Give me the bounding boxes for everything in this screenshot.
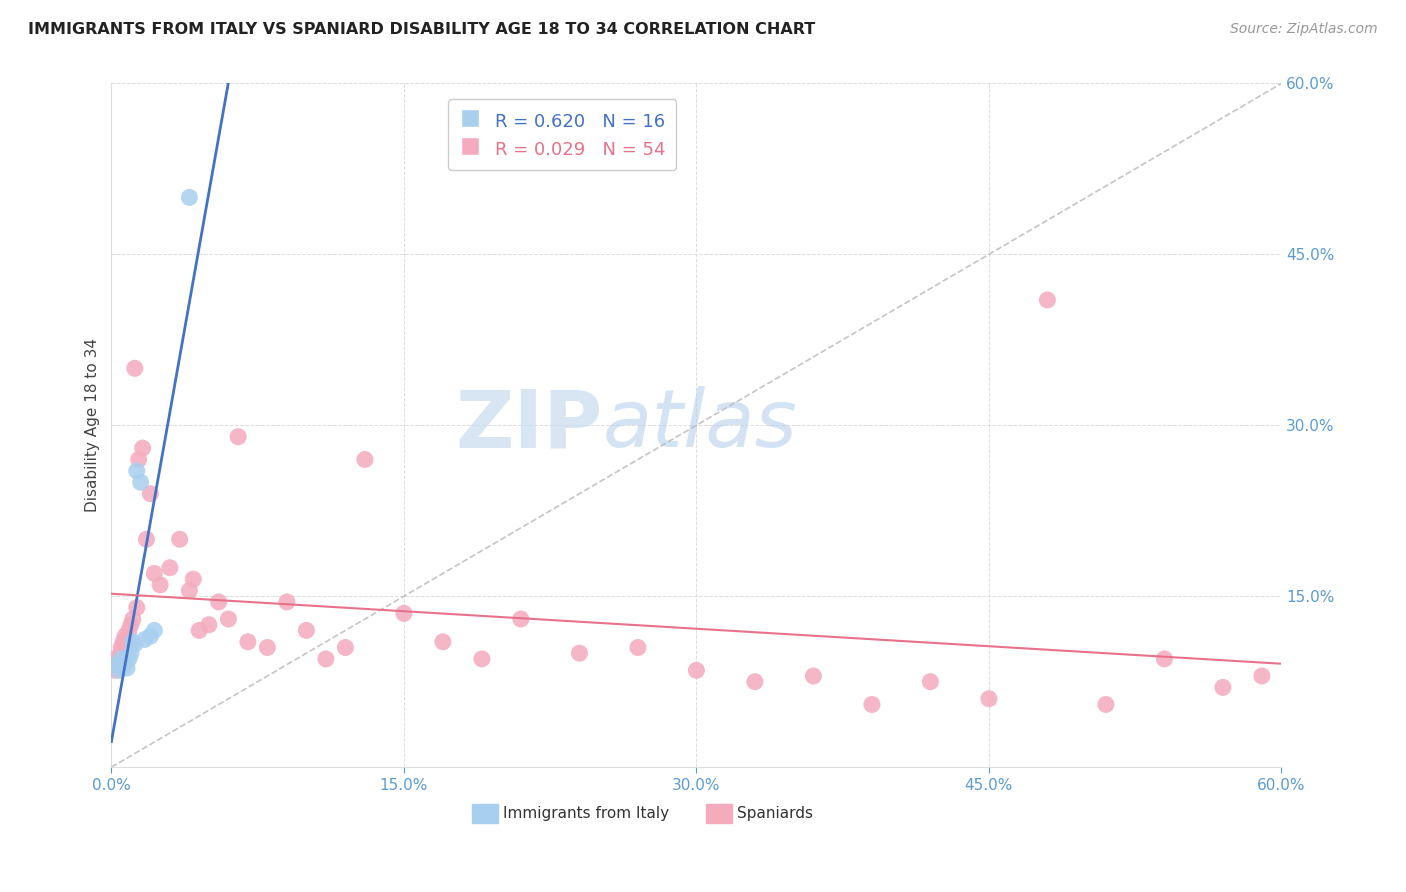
Y-axis label: Disability Age 18 to 34: Disability Age 18 to 34 [86,338,100,512]
Point [256,640,278,655]
Legend: R = 0.620   N = 16, R = 0.029   N = 54: R = 0.620 N = 16, R = 0.029 N = 54 [449,99,676,169]
Point [169,533,191,547]
Point [392,607,415,621]
Text: atlas: atlas [603,386,797,465]
Point [568,646,591,660]
Point [114,629,136,643]
Text: Source: ZipAtlas.com: Source: ZipAtlas.com [1230,22,1378,37]
Point [208,595,231,609]
Point [112,635,135,649]
Point [315,652,337,666]
Point [110,640,132,655]
Point [114,656,136,670]
Point [125,600,148,615]
Text: Spaniards: Spaniards [737,806,813,822]
Point [1153,652,1175,666]
Text: ZIP: ZIP [456,386,603,465]
Point [121,635,143,649]
Bar [472,804,498,823]
Text: IMMIGRANTS FROM ITALY VS SPANIARD DISABILITY AGE 18 TO 34 CORRELATION CHART: IMMIGRANTS FROM ITALY VS SPANIARD DISABI… [28,22,815,37]
Point [104,657,127,672]
Point [110,646,132,660]
Point [143,566,166,581]
Point [226,430,249,444]
Point [120,617,142,632]
Point [118,652,141,666]
Point [115,635,138,649]
Point [129,475,152,490]
Point [125,464,148,478]
Point [354,452,377,467]
Point [179,190,201,204]
Point [803,669,825,683]
Text: Immigrants from Italy: Immigrants from Italy [503,806,669,822]
Point [105,657,128,672]
Point [198,617,221,632]
Point [181,572,204,586]
Point [103,652,125,666]
Point [124,637,146,651]
Point [627,640,650,655]
Point [159,560,181,574]
Point [1251,669,1274,683]
Point [139,486,162,500]
Point [295,624,318,638]
Point [471,652,494,666]
Point [685,663,707,677]
Point [744,674,766,689]
Point [276,595,298,609]
Point [188,624,211,638]
Point [139,629,162,643]
Point [120,646,142,660]
Point [509,612,531,626]
Point [977,691,1000,706]
Point [149,578,172,592]
Point [236,635,259,649]
Point [335,640,357,655]
Point [104,663,127,677]
Point [108,652,131,666]
Point [1095,698,1118,712]
Point [432,635,454,649]
Point [128,452,150,467]
Point [135,533,157,547]
Point [131,441,153,455]
Point [134,632,156,647]
Point [860,698,883,712]
Point [179,583,201,598]
Point [108,663,131,677]
Point [112,660,135,674]
Point [1036,293,1059,307]
Point [124,361,146,376]
Point [118,624,141,638]
Point [105,657,128,672]
Bar [706,804,731,823]
Point [1212,681,1234,695]
Point [121,612,143,626]
Point [110,652,132,666]
Point [143,624,166,638]
Point [920,674,942,689]
Point [115,661,138,675]
Point [217,612,239,626]
